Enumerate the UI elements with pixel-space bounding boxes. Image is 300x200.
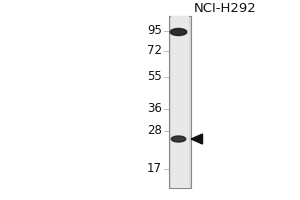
Text: 17: 17 [147, 162, 162, 176]
Text: NCI-H292: NCI-H292 [194, 2, 256, 16]
Text: 55: 55 [147, 71, 162, 84]
Bar [169, 16, 190, 188]
Ellipse shape [171, 136, 186, 142]
Text: 95: 95 [147, 24, 162, 38]
Ellipse shape [170, 28, 187, 36]
Bar [171, 16, 189, 188]
Text: 28: 28 [147, 124, 162, 138]
Polygon shape [191, 134, 202, 144]
Text: 72: 72 [147, 45, 162, 58]
Text: 36: 36 [147, 102, 162, 116]
